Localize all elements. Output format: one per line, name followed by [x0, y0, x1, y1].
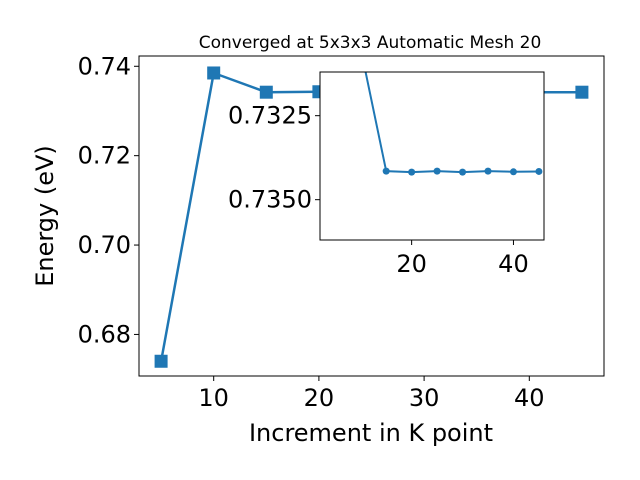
x-tick-label: 40	[514, 384, 545, 412]
inset-y-tick-label: 0.7325	[228, 102, 312, 130]
inset-x-tick-label: 20	[396, 250, 427, 278]
y-tick-label: 0.72	[78, 142, 131, 170]
inset-series	[364, 72, 543, 176]
y-tick-label: 0.68	[78, 320, 131, 348]
inset-series-line	[364, 72, 539, 174]
data-point-marker	[575, 85, 589, 99]
inset-data-point-marker	[382, 167, 390, 175]
inset-data-point-marker	[535, 167, 543, 175]
data-point-marker	[154, 354, 168, 368]
y-tick-label: 0.70	[78, 231, 131, 259]
inset-frame	[319, 71, 545, 241]
inset-y-tick-label: 0.7350	[228, 186, 312, 214]
y-tick-label: 0.74	[78, 52, 131, 80]
inset-data-point-marker	[408, 168, 416, 176]
x-tick-label: 10	[198, 384, 229, 412]
data-point-marker	[259, 85, 273, 99]
data-point-marker	[207, 66, 221, 80]
inset-x-ticks: 20 40	[396, 240, 529, 278]
inset-data-point-marker	[433, 167, 441, 175]
inset-background	[320, 72, 544, 240]
main-x-ticks: 10 20 30 40	[198, 376, 545, 412]
x-axis-label: Increment in K point	[249, 419, 493, 447]
y-axis-label: Energy (eV)	[31, 145, 59, 287]
inset-x-tick-label: 40	[498, 250, 529, 278]
inset-y-ticks: 0.7325 0.7350	[228, 102, 320, 214]
x-tick-label: 20	[304, 384, 335, 412]
inset-data-point-marker	[459, 168, 467, 176]
inset-data-point-marker	[509, 168, 517, 176]
x-tick-label: 30	[409, 384, 440, 412]
main-y-ticks: 0.68 0.70 0.72 0.74	[78, 52, 139, 348]
chart-title: Converged at 5x3x3 Automatic Mesh 20	[199, 33, 542, 53]
inset-data-point-marker	[484, 167, 492, 175]
